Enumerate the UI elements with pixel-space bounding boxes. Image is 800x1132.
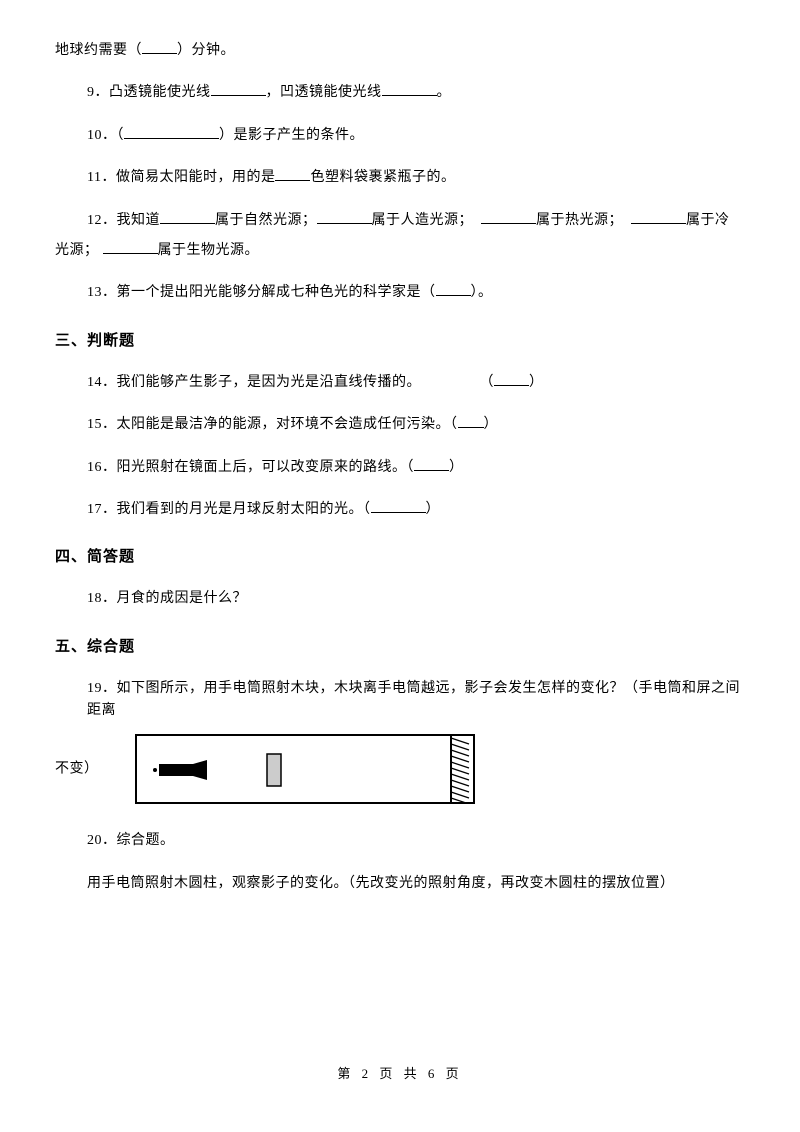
q13-p1: 第一个提出阳光能够分解成七种色光的科学家是（ (117, 285, 436, 300)
q12-p2: 属于自然光源； (215, 213, 317, 228)
blank-q14 (494, 372, 529, 386)
question-13: 13．第一个提出阳光能够分解成七种色光的科学家是（ ）。 (55, 282, 745, 304)
q11-num: 11． (87, 170, 116, 185)
question-14: 14．我们能够产生影子，是因为光是沿直线传播的。 （ ） (55, 372, 745, 394)
footer-page: 2 (362, 1066, 373, 1081)
q11-p1: 做简易太阳能时，用的是 (116, 170, 276, 185)
q10-p2: ）是影子产生的条件。 (219, 128, 364, 143)
blank-q15 (458, 414, 484, 428)
q17-paren2: ） (426, 502, 441, 517)
q14-spacer (414, 375, 487, 390)
blank-q12-5 (103, 240, 158, 254)
q17-num: 17． (87, 502, 117, 517)
q12-p4: 属于热光源； (536, 213, 623, 228)
blank-top (142, 40, 177, 54)
blank-q12-3 (481, 210, 536, 224)
footer-prefix: 第 (337, 1066, 361, 1081)
question-20b: 用手电筒照射木圆柱，观察影子的变化。（先改变光的照射角度，再改变木圆柱的摆放位置… (55, 873, 745, 895)
blank-q11 (275, 167, 310, 181)
question-12: 12．我知道 属于自然光源； 属于人造光源； 属于热光源； 属于冷 (55, 210, 745, 232)
footer-total: 6 (428, 1066, 439, 1081)
question-18: 18．月食的成因是什么？ (55, 588, 745, 610)
q14-num: 14． (87, 375, 117, 390)
question-10: 10．（ ）是影子产生的条件。 (55, 125, 745, 147)
page-footer: 第 2 页 共 6 页 (0, 1063, 800, 1082)
question-15: 15．太阳能是最洁净的能源，对环境不会造成任何污染。（ ） (55, 414, 745, 436)
q12-l2b: 属于生物光源。 (158, 243, 260, 258)
top-text-a: 地球约需要（ (55, 43, 142, 58)
q15-num: 15． (87, 417, 117, 432)
blank-q12-4 (631, 210, 686, 224)
q9-p1: 凸透镜能使光线 (109, 85, 211, 100)
section-3-title: 三、判断题 (55, 329, 745, 350)
question-17: 17．我们看到的月光是月球反射太阳的光。（ ） (55, 499, 745, 521)
blank-q13 (436, 282, 471, 296)
question-16: 16．阳光照射在镜面上后，可以改变原来的路线。（ ） (55, 457, 745, 479)
blank-q17 (371, 499, 426, 513)
q16-text: 阳光照射在镜面上后，可以改变原来的路线。（ (117, 460, 415, 475)
q20-num: 20． (87, 833, 117, 848)
section-4-title: 四、简答题 (55, 545, 745, 566)
q14-paren2: ） (529, 375, 544, 390)
question-9: 9．凸透镜能使光线 ，凹透镜能使光线 。 (55, 82, 745, 104)
footer-suffix: 页 (438, 1066, 462, 1081)
top-continuation-line: 地球约需要（ ）分钟。 (55, 40, 745, 62)
q13-p2: ）。 (471, 285, 493, 300)
q12-p3: 属于人造光源； (372, 213, 474, 228)
flashlight-diagram (135, 734, 475, 804)
q9-end: 。 (437, 85, 452, 100)
q10-p1: （ (117, 128, 125, 143)
q12-p1: 我知道 (117, 213, 161, 228)
q10-num: 10． (87, 128, 117, 143)
q20-text: 综合题。 (117, 833, 175, 848)
top-text-b: ）分钟。 (177, 43, 235, 58)
q18-num: 18． (87, 591, 117, 606)
q19-text: 如下图所示，用手电筒照射木块，木块离手电筒越远，影子会发生怎样的变化？（手电筒和… (87, 681, 740, 718)
question-19: 19．如下图所示，用手电筒照射木块，木块离手电筒越远，影子会发生怎样的变化？（手… (55, 678, 745, 811)
question-11: 11．做简易太阳能时，用的是 色塑料袋裹紧瓶子的。 (55, 167, 745, 189)
q11-p2: 色塑料袋裹紧瓶子的。 (310, 170, 455, 185)
blank-q9-1 (211, 82, 266, 96)
blank-q16 (414, 457, 449, 471)
section-5-title: 五、综合题 (55, 635, 745, 656)
q16-paren2: ） (449, 460, 464, 475)
q12-p5: 属于冷 (686, 213, 730, 228)
q19-num: 19． (87, 681, 117, 696)
blank-q9-2 (382, 82, 437, 96)
question-12-line2: 光源； 属于生物光源。 (55, 240, 745, 262)
q19-tail: 不变） (55, 762, 99, 777)
q9-p2: ，凹透镜能使光线 (266, 85, 382, 100)
q15-text: 太阳能是最洁净的能源，对环境不会造成任何污染。（ (117, 417, 458, 432)
blank-q12-1 (160, 210, 215, 224)
q13-num: 13． (87, 285, 117, 300)
q12-l2a: 光源； (55, 243, 99, 258)
q12-num: 12． (87, 213, 117, 228)
blank-q10 (124, 125, 219, 139)
q18-text: 月食的成因是什么？ (117, 591, 248, 606)
q16-num: 16． (87, 460, 117, 475)
blank-q12-2 (317, 210, 372, 224)
q9-num: 9． (87, 85, 109, 100)
question-20: 20．综合题。 (55, 830, 745, 852)
q17-text: 我们看到的月光是月球反射太阳的光。（ (117, 502, 371, 517)
q14-text: 我们能够产生影子，是因为光是沿直线传播的。 (117, 375, 415, 390)
footer-mid: 页 共 (372, 1066, 428, 1081)
q15-paren2: ） (484, 417, 499, 432)
q14-paren1: （ (487, 375, 495, 390)
diagram-svg (135, 734, 475, 804)
